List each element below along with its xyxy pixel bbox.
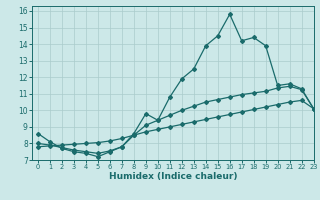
X-axis label: Humidex (Indice chaleur): Humidex (Indice chaleur) — [108, 172, 237, 181]
